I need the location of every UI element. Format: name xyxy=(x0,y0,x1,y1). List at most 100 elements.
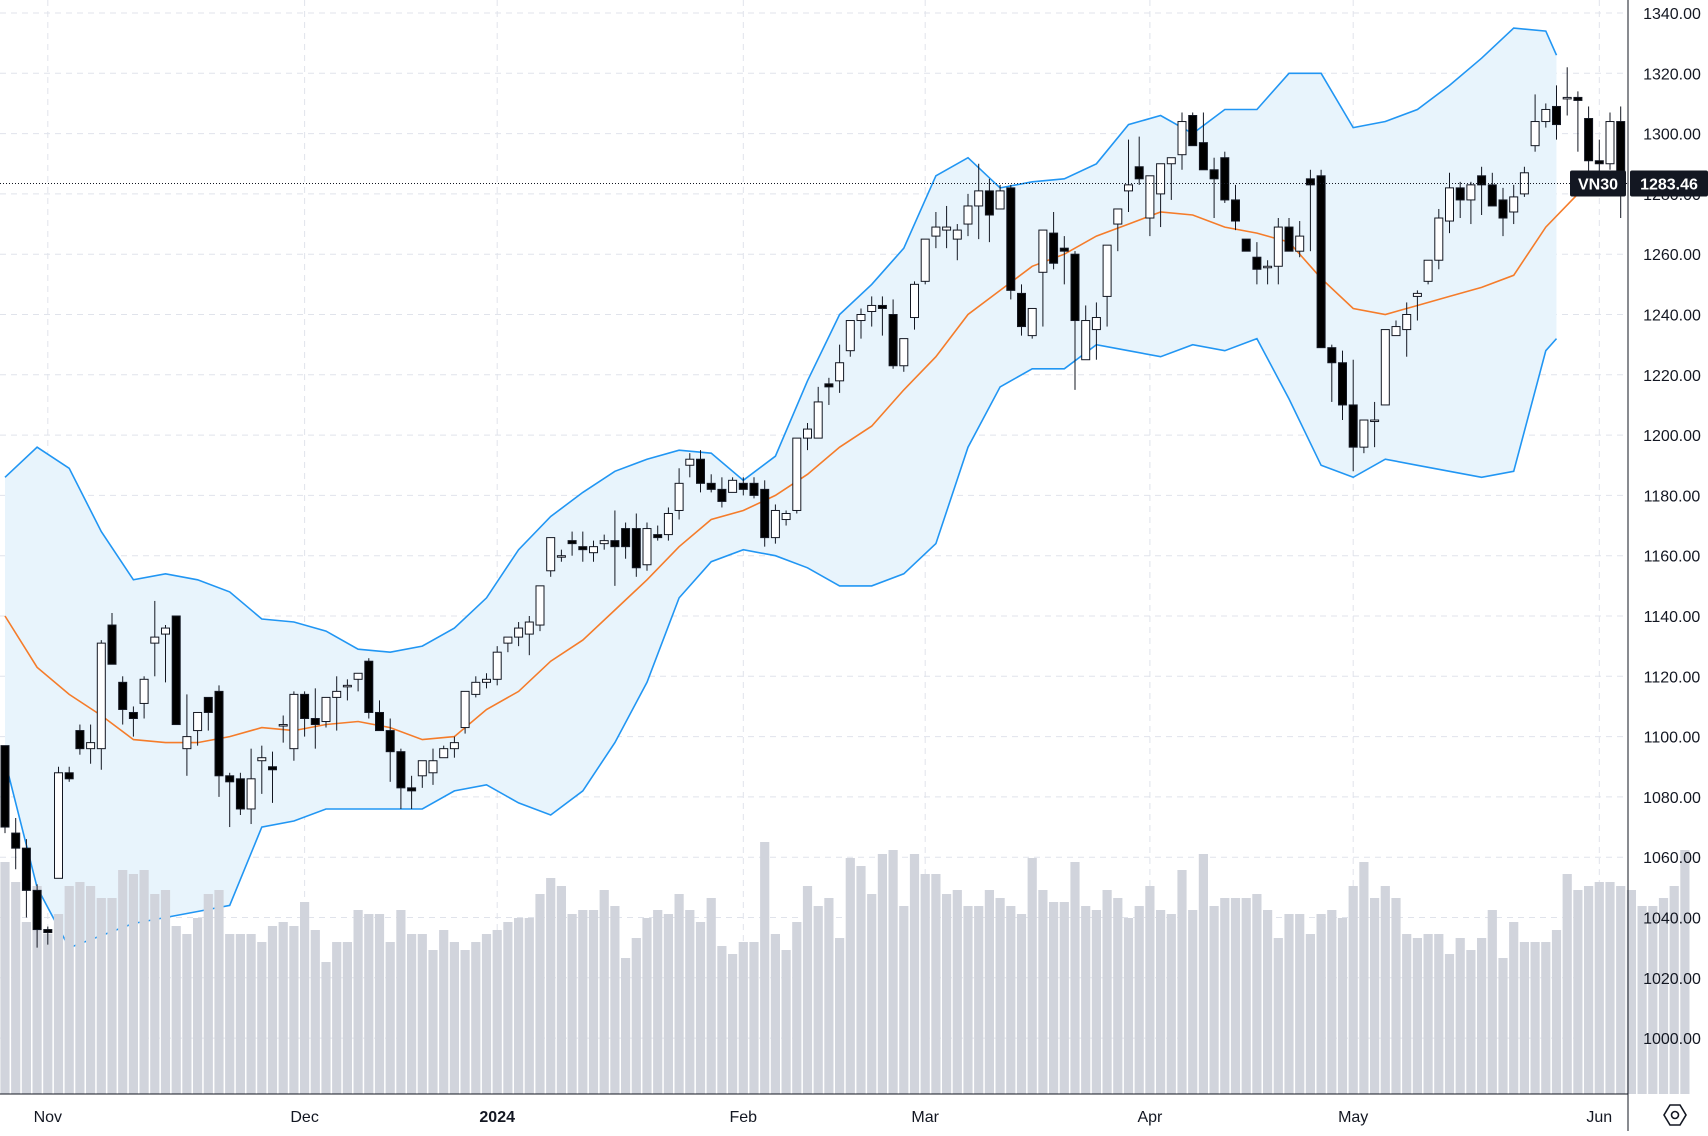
volume-bar xyxy=(631,938,641,1094)
volume-bar xyxy=(856,866,866,1094)
candle-body-down xyxy=(1252,256,1262,270)
volume-bar xyxy=(492,930,502,1094)
volume-bar xyxy=(1412,938,1422,1094)
candle-body-down xyxy=(1198,142,1208,171)
volume-bar xyxy=(867,894,877,1094)
candle-body-up xyxy=(482,678,491,683)
candle-body-up xyxy=(514,627,524,638)
volume-bar xyxy=(1584,886,1594,1094)
volume-bar xyxy=(899,906,909,1094)
volume-bar xyxy=(1145,886,1155,1094)
candle-body-up xyxy=(1177,121,1187,156)
candle xyxy=(524,616,534,656)
volume-bar xyxy=(1027,858,1037,1094)
volume-bar xyxy=(1348,886,1358,1094)
candle xyxy=(1530,94,1540,152)
volume-bar xyxy=(267,926,278,1094)
candle xyxy=(1327,344,1337,402)
candle xyxy=(96,640,106,770)
candle xyxy=(257,745,267,794)
volume-bar xyxy=(75,882,85,1094)
volume-bar xyxy=(1594,882,1604,1094)
candle-body-up xyxy=(867,304,877,312)
volume-bar xyxy=(963,906,973,1094)
candle-body-up xyxy=(770,509,780,539)
candle xyxy=(899,338,909,372)
candle xyxy=(856,308,866,339)
candle-body-down xyxy=(760,488,770,539)
candle-body-up xyxy=(963,205,973,225)
volume-bar xyxy=(182,934,192,1094)
candle xyxy=(942,205,952,249)
candle xyxy=(214,685,224,797)
candle xyxy=(1295,221,1305,258)
candle xyxy=(300,691,310,737)
candle xyxy=(1220,151,1230,203)
candle-body-up xyxy=(503,636,513,644)
candle-body-down xyxy=(1316,175,1326,349)
settings-icon[interactable] xyxy=(1663,1104,1687,1126)
candle xyxy=(235,772,245,815)
candle xyxy=(1252,242,1262,285)
candle-body-up xyxy=(96,642,106,750)
candle-body-down xyxy=(43,929,53,934)
volume-bar xyxy=(1059,902,1069,1094)
candle-body-down xyxy=(1305,178,1315,186)
candle-body-down xyxy=(1188,115,1198,147)
candle xyxy=(1477,166,1487,216)
candle xyxy=(1263,260,1273,285)
volume-bar xyxy=(514,918,524,1094)
candle xyxy=(1134,136,1144,185)
candle-body-down xyxy=(1594,160,1604,165)
candle-body-up xyxy=(246,778,256,810)
candle xyxy=(375,700,384,732)
volume-bar xyxy=(417,934,427,1094)
candle-body-up xyxy=(1102,244,1112,297)
candle-body-down xyxy=(1006,187,1016,291)
candle xyxy=(1509,184,1519,225)
candle xyxy=(963,193,973,237)
candle xyxy=(1584,106,1594,173)
volume-bar xyxy=(150,894,160,1094)
candle-body-up xyxy=(1113,208,1123,225)
volume-bar xyxy=(1230,898,1241,1094)
candle-body-up xyxy=(289,693,299,750)
candle xyxy=(1305,169,1315,252)
price-tick-label: 1120.00 xyxy=(1644,669,1701,686)
candle-body-up xyxy=(1412,292,1422,297)
volume-bar xyxy=(193,918,203,1094)
candle-body-up xyxy=(899,338,909,367)
candle-body-up xyxy=(449,742,459,750)
candle xyxy=(738,477,748,496)
candle xyxy=(1049,211,1059,270)
volume-bar xyxy=(931,874,941,1094)
volume-bar xyxy=(257,942,267,1094)
candle-body-up xyxy=(1370,419,1380,423)
volume-bar xyxy=(332,942,342,1094)
candle xyxy=(225,772,235,828)
candle xyxy=(803,423,812,451)
volume-bar xyxy=(1220,898,1230,1094)
candle xyxy=(449,736,459,758)
candle xyxy=(460,690,470,734)
candle-body-up xyxy=(54,772,63,879)
candle-body-up xyxy=(845,320,855,352)
volume-bar xyxy=(1284,914,1294,1094)
candle xyxy=(760,480,770,547)
candle-body-down xyxy=(1498,199,1508,219)
volume-bar xyxy=(621,958,631,1094)
volume-bar xyxy=(1391,898,1401,1094)
candle-body-up xyxy=(1166,157,1176,165)
price-tick-label: 1080.00 xyxy=(1643,790,1701,807)
volume-bar xyxy=(1102,890,1112,1094)
candle-body-down xyxy=(268,766,277,771)
candle-body-up xyxy=(1156,163,1166,195)
price-tick-label: 1220.00 xyxy=(1643,368,1701,385)
candle xyxy=(1209,157,1219,219)
candle xyxy=(268,751,277,803)
volume-bar xyxy=(128,874,138,1094)
volume-bar xyxy=(503,922,513,1094)
candle xyxy=(1027,307,1037,339)
